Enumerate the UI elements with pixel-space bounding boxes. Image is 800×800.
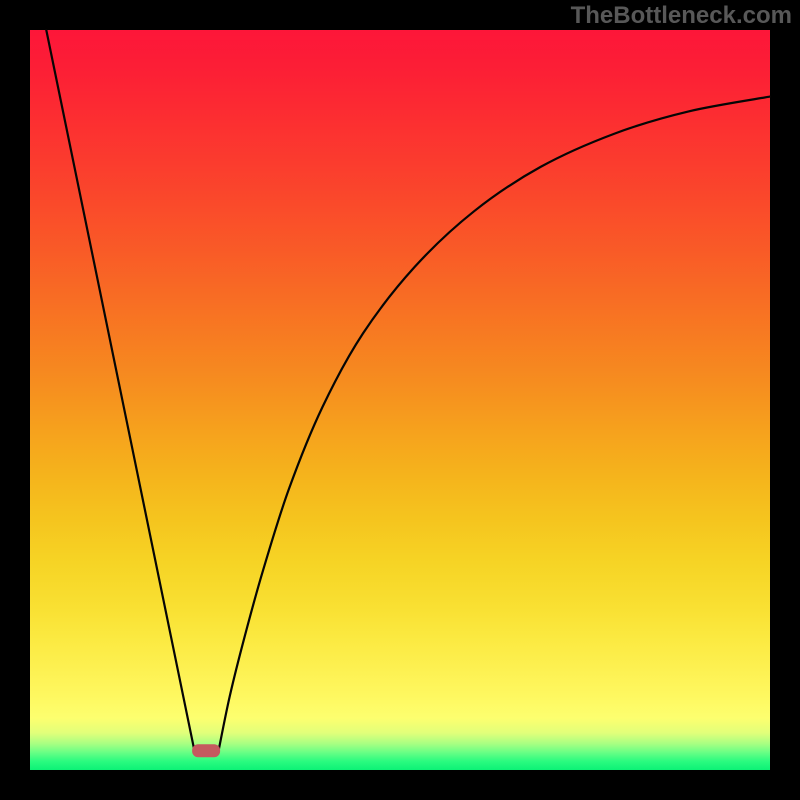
min-marker	[192, 744, 220, 757]
plot-area	[30, 30, 770, 770]
chart-container: { "watermark": { "text": "TheBottleneck.…	[0, 0, 800, 800]
bottleneck-chart	[0, 0, 800, 800]
watermark-text: TheBottleneck.com	[571, 2, 792, 30]
